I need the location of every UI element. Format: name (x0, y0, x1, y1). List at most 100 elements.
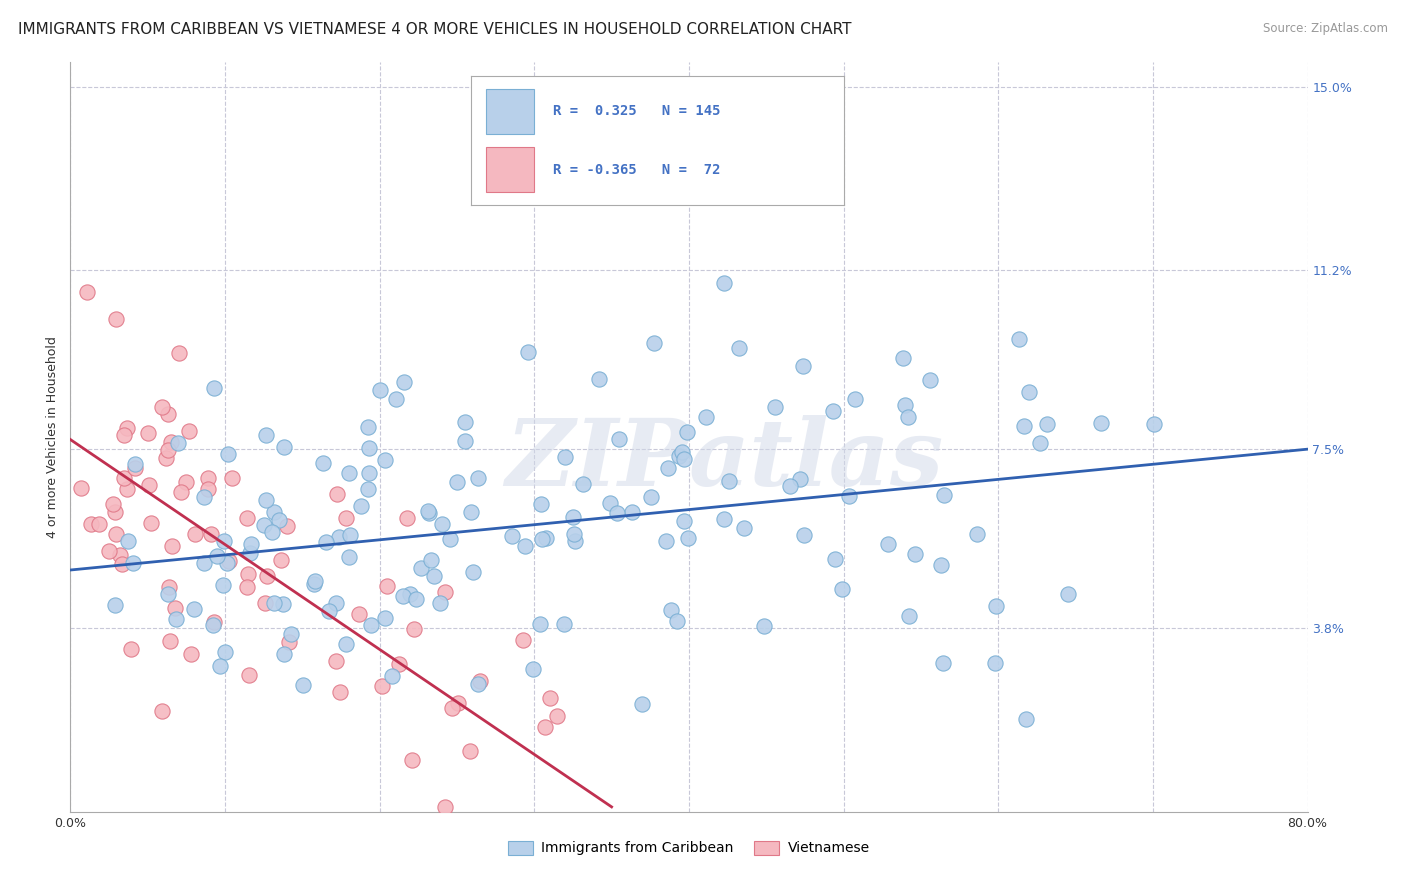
Point (966, 527, 988, 541)
Point (177, 425, 200, 439)
Point (673, 451, 696, 466)
Point (396, 511, 419, 525)
Point (304, 577, 326, 591)
Point (655, 533, 678, 548)
Point (402, 622, 425, 636)
Point (562, 527, 585, 541)
Point (269, 513, 291, 527)
Point (676, 531, 699, 545)
Point (388, 657, 411, 671)
Point (904, 547, 927, 561)
Point (401, 753, 423, 767)
Point (218, 553, 240, 567)
Point (339, 527, 361, 541)
Point (117, 534, 139, 549)
Point (347, 607, 370, 621)
Point (897, 410, 920, 425)
Point (328, 530, 350, 544)
Point (111, 557, 134, 571)
Point (446, 475, 468, 489)
Point (276, 518, 298, 533)
Point (793, 527, 815, 541)
Point (432, 516, 454, 531)
Point (337, 466, 360, 480)
Point (409, 561, 432, 575)
Point (304, 574, 326, 588)
Point (112, 428, 135, 442)
Point (823, 403, 845, 417)
Point (105, 526, 128, 541)
Point (763, 400, 786, 414)
Point (350, 499, 373, 513)
Point (932, 488, 955, 502)
Bar (486, 147, 534, 193)
Point (789, 472, 811, 486)
Point (329, 685, 352, 699)
Point (1036, 417, 1059, 431)
Point (439, 532, 461, 546)
Point (193, 556, 215, 570)
Point (1015, 712, 1038, 726)
Point (176, 475, 198, 489)
Point (599, 495, 621, 509)
Point (668, 449, 690, 463)
Point (165, 601, 187, 615)
Point (312, 456, 335, 470)
Point (260, 524, 283, 539)
Point (501, 529, 523, 543)
Point (530, 532, 553, 546)
Point (468, 673, 491, 688)
Point (1143, 417, 1166, 431)
Point (167, 346, 190, 360)
Point (273, 647, 295, 661)
Point (170, 484, 193, 499)
Point (394, 375, 416, 389)
Point (920, 373, 942, 387)
Point (141, 516, 163, 531)
Point (238, 667, 260, 681)
Point (536, 531, 558, 545)
Point (399, 587, 422, 601)
Point (326, 486, 349, 500)
Point (214, 534, 236, 549)
Point (325, 597, 347, 611)
Point (115, 421, 138, 435)
Point (467, 676, 489, 690)
Point (932, 657, 955, 671)
Point (894, 398, 917, 412)
Point (463, 565, 485, 579)
Point (124, 461, 146, 475)
Point (838, 489, 860, 503)
Point (167, 436, 190, 450)
Point (165, 612, 187, 626)
Point (1018, 384, 1040, 399)
Point (150, 704, 173, 718)
Point (538, 690, 561, 705)
Point (104, 505, 127, 519)
Point (546, 709, 568, 723)
Point (202, 615, 225, 630)
Point (368, 384, 391, 398)
Point (360, 618, 382, 632)
Point (792, 359, 814, 373)
Point (643, 335, 665, 350)
Point (440, 701, 463, 715)
Point (454, 415, 477, 429)
Point (983, 656, 1005, 670)
Point (215, 556, 238, 570)
Point (155, 450, 177, 465)
Point (76, 285, 98, 300)
Point (235, 510, 257, 524)
Point (374, 611, 396, 625)
Point (676, 425, 699, 440)
Point (115, 482, 138, 496)
Point (200, 527, 222, 541)
Point (460, 505, 482, 519)
Point (160, 539, 183, 553)
Point (713, 512, 735, 526)
Point (357, 482, 380, 496)
Point (657, 460, 679, 475)
Point (278, 635, 301, 649)
Point (108, 548, 131, 562)
Point (877, 537, 900, 551)
